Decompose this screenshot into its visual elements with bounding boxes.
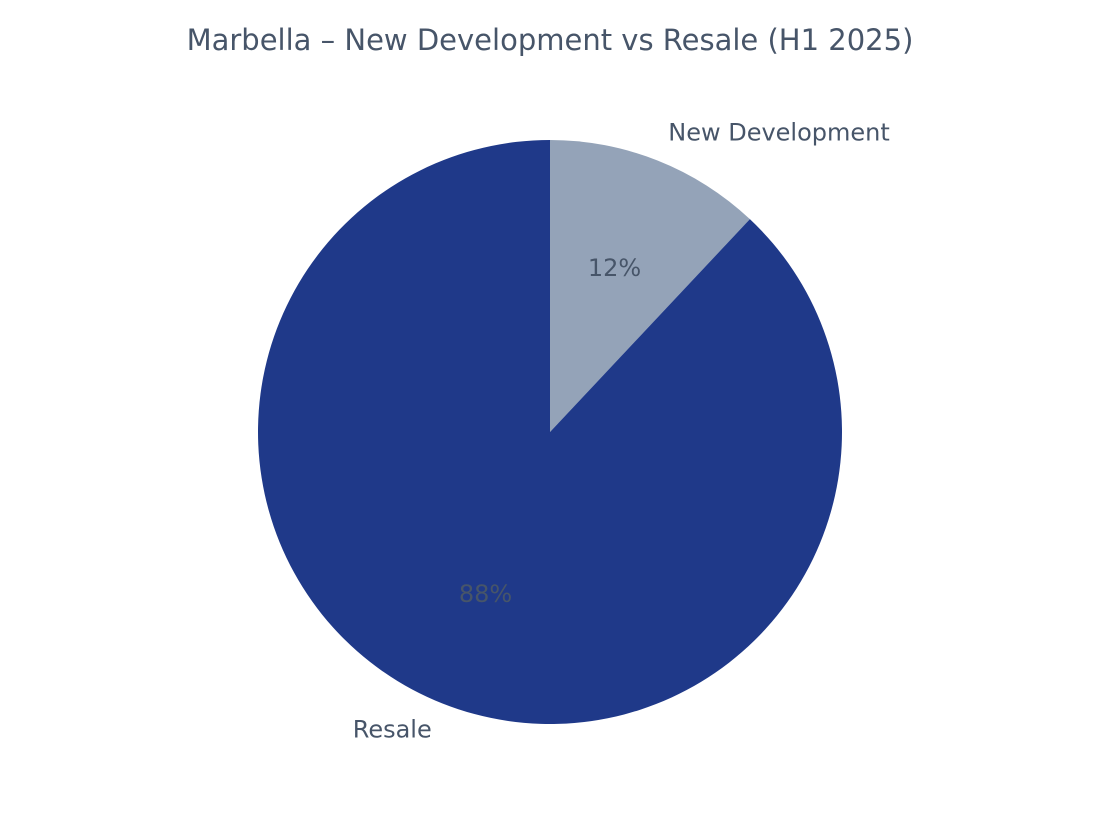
- pie-slices: [258, 140, 842, 724]
- pie-slice-new-development: [550, 140, 750, 432]
- pie-labels: New Development 12% Resale 88%: [353, 118, 890, 743]
- slice-label-resale: Resale: [353, 716, 432, 744]
- slice-percent-resale: 88%: [459, 580, 512, 608]
- pie-slice-resale: [258, 140, 842, 724]
- slice-percent-new-development: 12%: [588, 254, 641, 282]
- slice-label-new-development: New Development: [668, 118, 890, 146]
- chart-title: Marbella – New Development vs Resale (H1…: [187, 23, 914, 57]
